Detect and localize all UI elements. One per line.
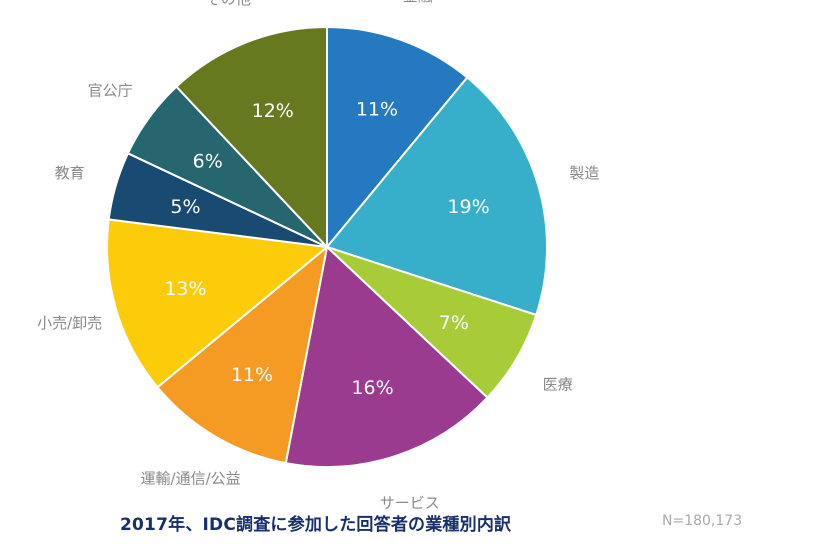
pie-slices xyxy=(106,26,548,468)
slice-category-label: 教育 xyxy=(55,164,85,182)
slice-category-label: 金融 xyxy=(403,0,433,5)
category-labels: 金融製造医療サービス 運輸/通信/公益 小売/卸売 教育 官公庁 その他 xyxy=(37,0,599,512)
sample-size-note: N=180,173 xyxy=(662,513,743,529)
slice-category-label: サービス xyxy=(380,494,440,512)
slice-category-label: 運輸/通信/公益 xyxy=(141,470,241,488)
pie-slice xyxy=(326,76,548,316)
percent-labels: 11% 19% 7% 16% 11% 13% 5% 6% 12% xyxy=(164,98,489,399)
slice-category-label: 小売/卸売 xyxy=(37,314,102,332)
slice-percent-label: 16% xyxy=(351,377,393,399)
slice-category-label: 医療 xyxy=(543,375,573,393)
slice-percent-label: 11% xyxy=(356,98,398,120)
slice-percent-label: 11% xyxy=(231,364,273,386)
slice-percent-label: 12% xyxy=(252,100,294,122)
slice-category-label: 製造 xyxy=(569,164,599,182)
pie-slice xyxy=(326,26,469,248)
slice-percent-label: 7% xyxy=(439,312,469,334)
pie-slice xyxy=(284,246,489,468)
pie-slice xyxy=(175,26,328,248)
slice-category-label: 官公庁 xyxy=(88,81,133,99)
pie-slice xyxy=(106,218,328,389)
slice-percent-label: 6% xyxy=(193,150,223,172)
slice-category-label: その他 xyxy=(206,0,251,8)
pie-slice xyxy=(156,246,328,465)
slice-percent-label: 13% xyxy=(164,278,206,300)
chart-title: 2017年、IDC調査に参加した回答者の業種別内訳 xyxy=(120,515,512,535)
slice-percent-label: 19% xyxy=(447,196,489,218)
slice-percent-label: 5% xyxy=(170,196,200,218)
